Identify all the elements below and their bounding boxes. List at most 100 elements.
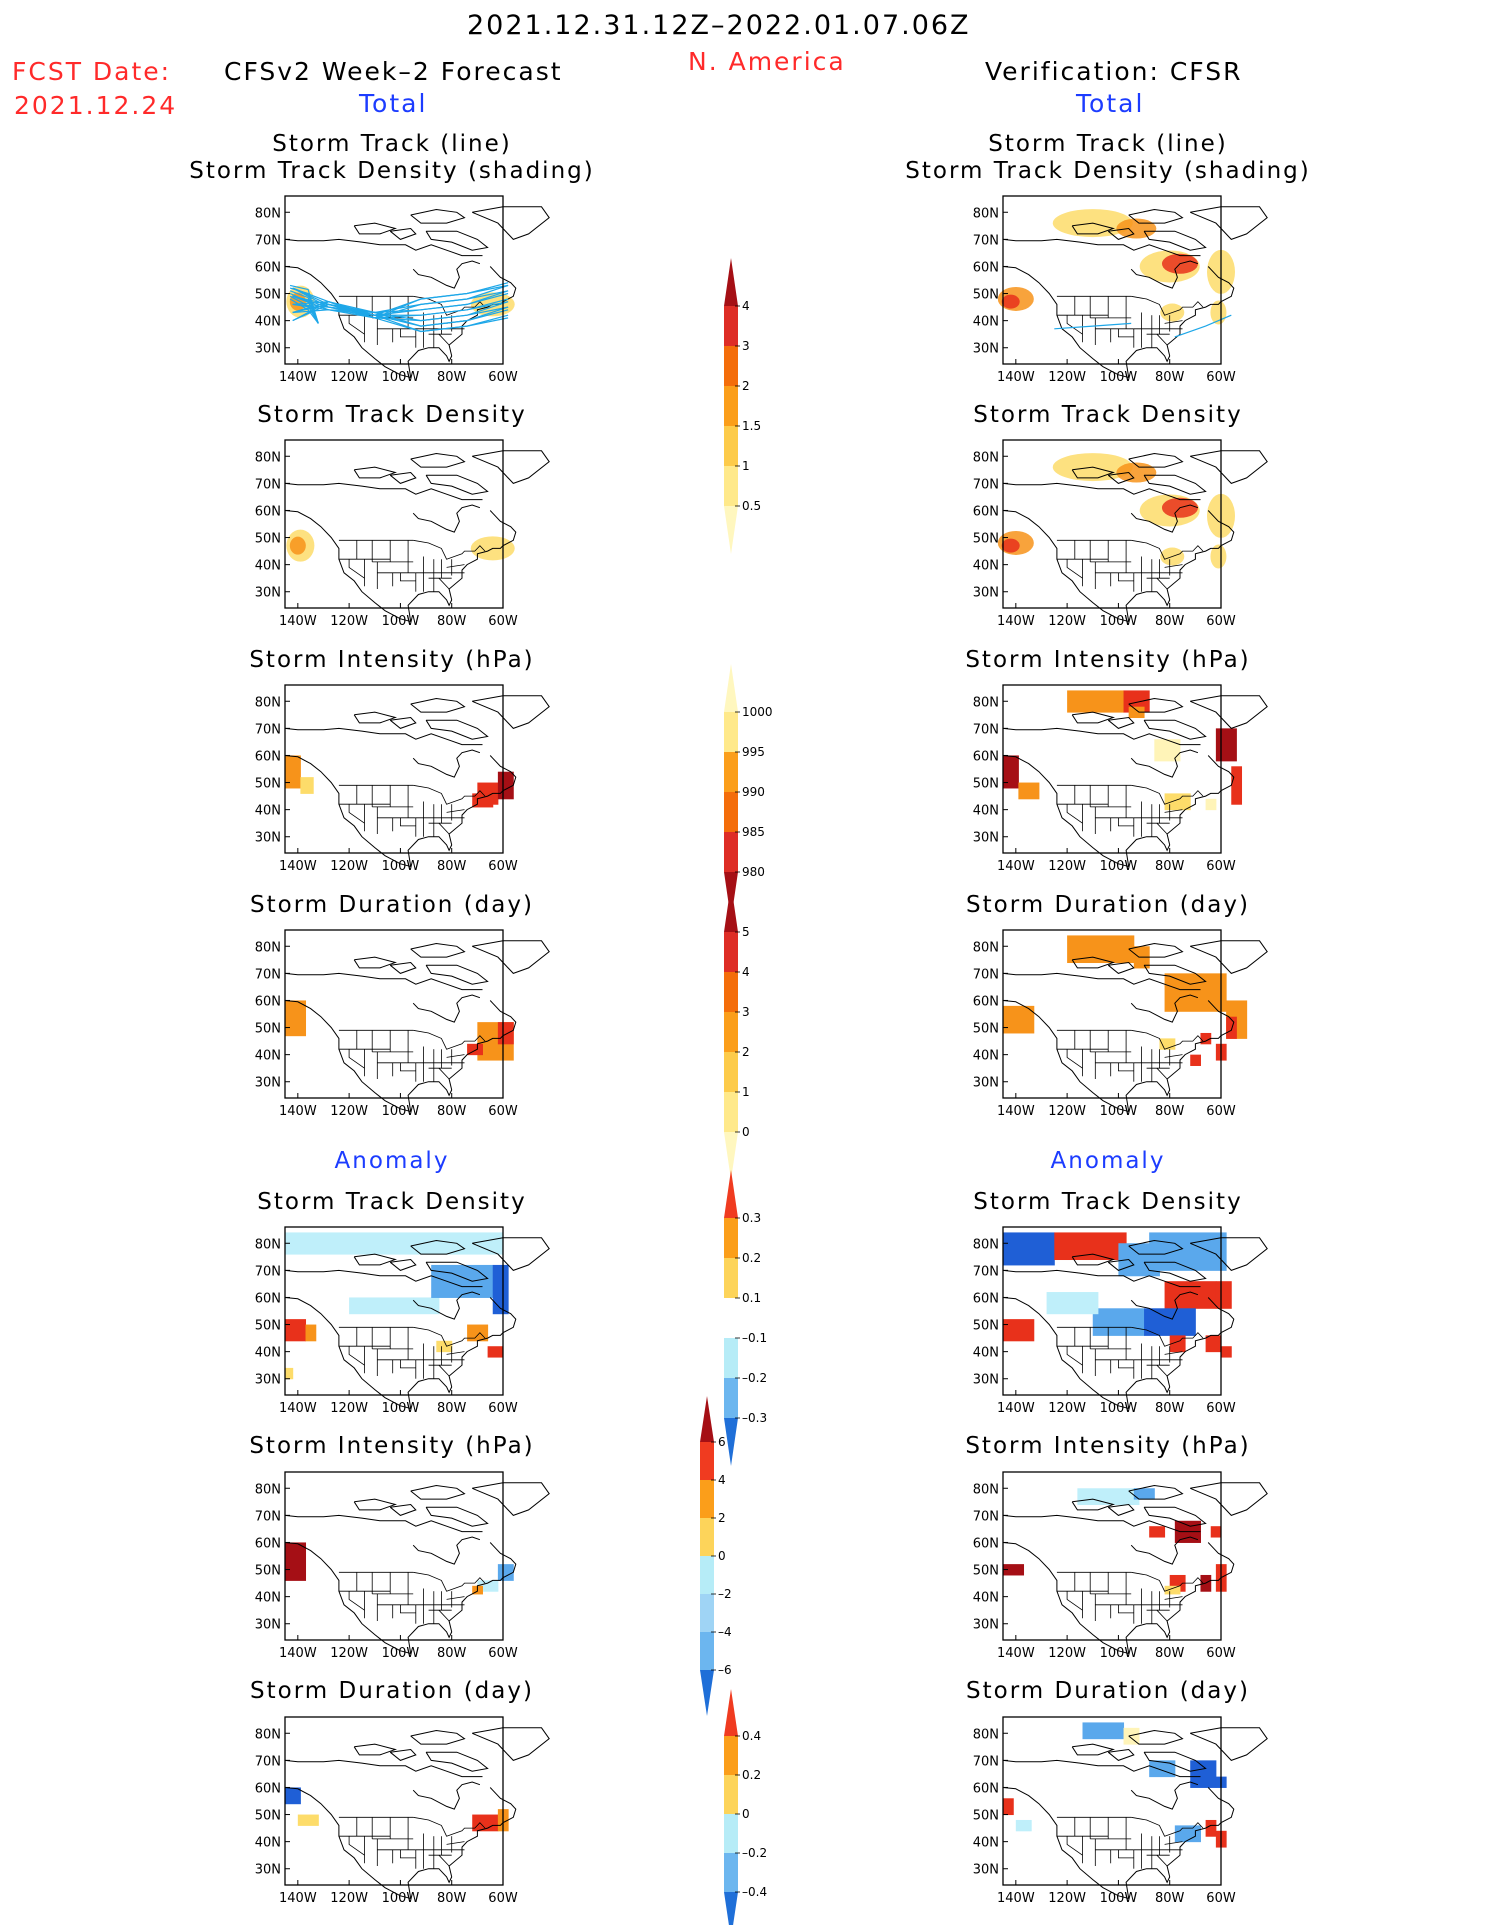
left-anom-duration-title: Storm Duration (day) xyxy=(250,1678,534,1704)
arctic-island xyxy=(1107,1748,1135,1761)
map-frame xyxy=(1002,1226,1222,1396)
lon-tick-label: 120W xyxy=(1048,1104,1086,1119)
colorbar-cap xyxy=(724,1689,738,1736)
state-border xyxy=(400,328,416,338)
grid-cell xyxy=(285,1542,307,1581)
lat-tick-label: 40N xyxy=(255,1049,281,1064)
colorbar-label: 0.2 xyxy=(742,1768,761,1782)
map-frame xyxy=(284,684,504,854)
arctic-island xyxy=(1128,697,1184,713)
lon-tick-label: 120W xyxy=(330,1104,368,1119)
lon-tick-label: 60W xyxy=(1206,859,1236,874)
map-frame xyxy=(1002,1471,1222,1641)
lon-tick-label: 80W xyxy=(437,859,467,874)
arctic-coast xyxy=(284,1269,483,1288)
lon-tick-label: 80W xyxy=(1155,1104,1185,1119)
grid-cell xyxy=(497,771,514,800)
grid-cell xyxy=(285,1000,307,1037)
arctic-island xyxy=(1071,956,1116,969)
map-background xyxy=(1003,685,1221,853)
period-title: 2021.12.31.12Z–2022.01.07.06Z xyxy=(467,10,971,41)
grid-cell xyxy=(1190,1054,1201,1066)
colorbar-label: 2 xyxy=(742,379,750,393)
left-anom-density-title: Storm Track Density xyxy=(257,1189,527,1215)
hudson-bay-coast xyxy=(412,1291,481,1320)
state-border xyxy=(1164,320,1183,324)
state-border xyxy=(1131,539,1204,560)
colorbar-label: 0.2 xyxy=(742,1251,761,1265)
lat-tick-label: 80N xyxy=(973,206,999,221)
lat-tick-label: 40N xyxy=(973,1049,999,1064)
state-border xyxy=(1131,1326,1204,1347)
right-duration-title: Storm Duration (day) xyxy=(966,892,1250,918)
state-border xyxy=(446,1351,465,1355)
arctic-island xyxy=(389,471,417,484)
arctic-island xyxy=(472,695,550,729)
grid-cell xyxy=(436,1340,453,1353)
state-border xyxy=(1118,1062,1134,1072)
grid-cell xyxy=(1003,755,1019,789)
lat-tick-label: 70N xyxy=(973,1509,999,1524)
colorbar-cap xyxy=(724,664,738,712)
right-intensity-title: Storm Intensity (hPa) xyxy=(965,647,1251,673)
arctic-island xyxy=(425,964,489,985)
grid-cell xyxy=(300,777,314,794)
grid-cell xyxy=(1154,739,1181,762)
lon-tick-label: 80W xyxy=(437,1891,467,1906)
colorbar-label: 4 xyxy=(742,965,750,979)
hudson-bay-coast xyxy=(1130,504,1199,533)
lat-tick-label: 70N xyxy=(973,967,999,982)
lat-tick-label: 80N xyxy=(255,450,281,465)
state-border xyxy=(1131,1571,1204,1592)
lat-tick-label: 80N xyxy=(255,940,281,955)
map-frame xyxy=(1002,929,1222,1099)
state-border xyxy=(1131,295,1204,316)
map-fcst-duration: 80N 70N 60N 50N 40N 30N 140W 120W 100W 80W 60W xyxy=(255,929,550,1119)
colorbar-label: –6 xyxy=(718,1663,732,1677)
state-border xyxy=(1118,817,1134,827)
lon-tick-label: 60W xyxy=(488,1646,518,1661)
arctic-island xyxy=(1071,1743,1116,1756)
arctic-island xyxy=(472,450,550,484)
fcst-date-value: 2021.12.24 xyxy=(14,91,178,120)
colorbar-segment xyxy=(700,1632,714,1670)
arctic-coast xyxy=(284,727,483,746)
lat-tick-label: 40N xyxy=(973,1591,999,1606)
left-column-title: CFSv2 Week–2 Forecast xyxy=(224,57,563,86)
state-border xyxy=(446,1054,465,1058)
colorbar-anom-intensity: 6 4 2 0 –2 –4 –6 xyxy=(700,1396,732,1716)
map-cfsr-anom-intensity: 80N 70N 60N 50N 40N 30N 140W 120W 100W 80W 60W xyxy=(973,1471,1268,1661)
grid-cell xyxy=(1200,1032,1212,1045)
lat-tick-label: 40N xyxy=(973,1836,999,1851)
colorbar-label: 985 xyxy=(742,825,765,839)
lon-tick-label: 80W xyxy=(437,614,467,629)
colorbar-segment xyxy=(724,1218,738,1258)
map-frame xyxy=(284,195,504,365)
arctic-island xyxy=(410,1729,466,1745)
map-frame xyxy=(284,929,504,1099)
grid-cell xyxy=(1226,1016,1237,1039)
arctic-island xyxy=(425,1751,489,1772)
state-border xyxy=(1164,809,1183,813)
lat-tick-label: 50N xyxy=(973,777,999,792)
lat-tick-label: 60N xyxy=(255,260,281,275)
lat-tick-label: 60N xyxy=(973,1536,999,1551)
colorbar-label: 2 xyxy=(718,1511,726,1525)
state-border xyxy=(446,1841,465,1845)
lon-tick-label: 80W xyxy=(1155,614,1185,629)
arctic-coast xyxy=(1002,972,1201,991)
grid-cell xyxy=(1164,973,1227,1012)
lat-tick-label: 60N xyxy=(255,994,281,1009)
arctic-island xyxy=(353,466,398,479)
grid-cell xyxy=(1082,1722,1125,1740)
arctic-island xyxy=(472,1482,550,1516)
state-border xyxy=(1118,1849,1134,1859)
state-border xyxy=(348,804,365,824)
hudson-bay-coast xyxy=(412,749,481,778)
arctic-island xyxy=(410,697,466,713)
state-border xyxy=(413,1029,486,1050)
grid-cell xyxy=(1018,782,1040,800)
density-blob xyxy=(289,536,306,555)
right-anom-intensity-title: Storm Intensity (hPa) xyxy=(965,1433,1251,1459)
